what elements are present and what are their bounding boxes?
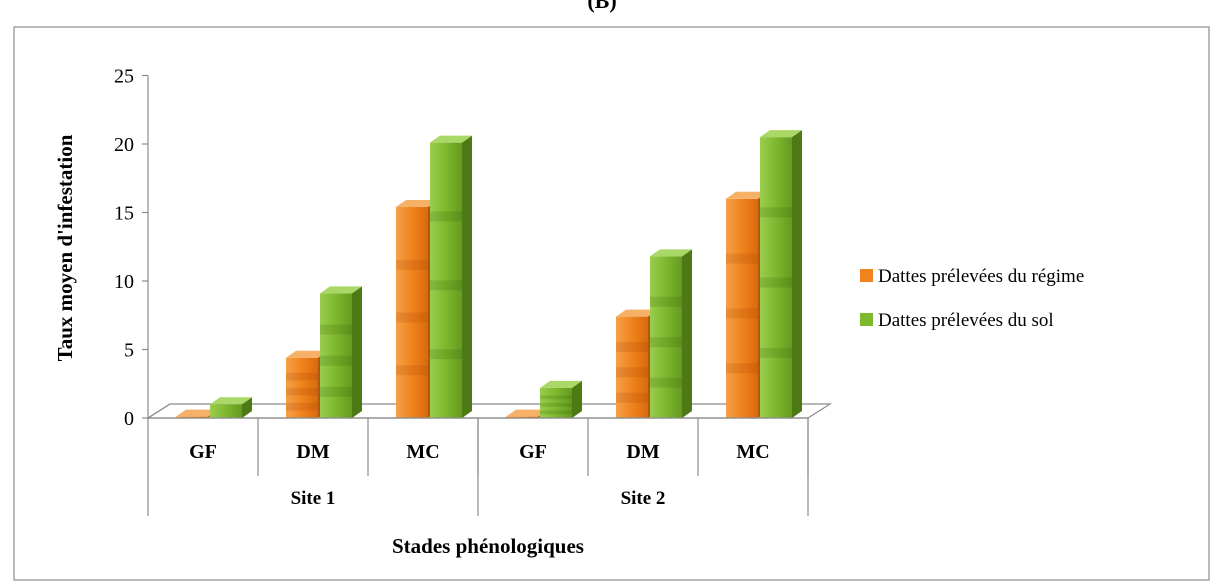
- bar-sol: [430, 135, 472, 418]
- legend-swatch-regime: [860, 269, 873, 282]
- y-axis-label: Taux moyen d'infestation: [53, 134, 77, 361]
- x-axis-label: Stades phénologiques: [392, 534, 584, 558]
- legend-label-regime: Dattes prélevées du régime: [878, 266, 1084, 287]
- legend-label-sol: Dattes prélevées du sol: [878, 310, 1054, 331]
- y-tick-label: 15: [114, 203, 134, 225]
- x-tick-label: GF: [519, 441, 547, 463]
- x-axis: GF DM MC GF DM MC Site 1 Site 2: [147, 417, 809, 516]
- legend: Dattes prélevées du régime Dattes prélev…: [860, 266, 1084, 331]
- group-label: Site 2: [621, 488, 666, 509]
- x-tick-label: DM: [296, 441, 329, 463]
- y-tick-label: 25: [114, 66, 134, 88]
- x-tick-label: MC: [406, 441, 439, 463]
- x-tick-label: GF: [189, 441, 217, 463]
- y-axis: 0 5 10 15 20 25: [114, 66, 149, 430]
- y-tick-label: 10: [114, 271, 134, 293]
- bar-sol: [760, 130, 802, 418]
- legend-swatch-sol: [860, 313, 873, 326]
- chart-frame: [13, 26, 1210, 581]
- x-tick-label: DM: [626, 441, 659, 463]
- y-tick-label: 5: [124, 340, 134, 362]
- bar-sol: [320, 286, 362, 418]
- bar-sol: [210, 397, 252, 418]
- y-tick-label: 20: [114, 134, 134, 156]
- bars-layer: [176, 130, 802, 418]
- bar-sol: [540, 380, 582, 418]
- x-tick-label: MC: [736, 441, 769, 463]
- chart-title: (B): [587, 0, 616, 13]
- group-label: Site 1: [291, 488, 336, 509]
- y-tick-label: 0: [124, 408, 134, 430]
- bar-sol: [650, 249, 692, 418]
